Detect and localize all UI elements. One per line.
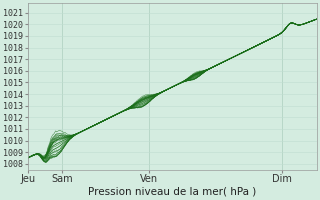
X-axis label: Pression niveau de la mer( hPa ): Pression niveau de la mer( hPa )	[88, 187, 256, 197]
